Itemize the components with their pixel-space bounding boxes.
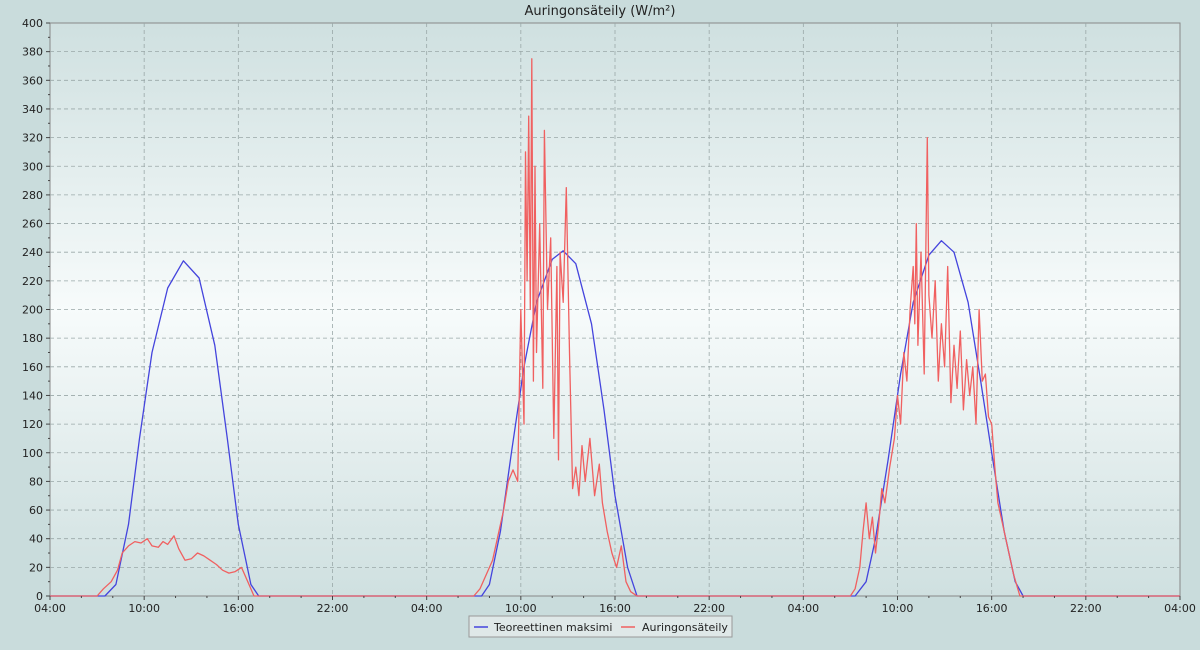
y-tick-label: 240 — [22, 246, 43, 259]
chart-title: Auringonsäteily (W/m²) — [525, 4, 676, 19]
y-tick-label: 220 — [22, 275, 43, 288]
y-tick-label: 380 — [22, 46, 43, 59]
y-tick-label: 180 — [22, 332, 43, 345]
y-tick-label: 300 — [22, 160, 43, 173]
y-tick-label: 80 — [29, 475, 43, 488]
series-layer — [50, 58, 1180, 597]
x-tick-label: 16:00 — [976, 602, 1008, 615]
legend: Teoreettinen maksimi Auringonsäteily — [468, 615, 733, 638]
x-tick-label: 04:00 — [787, 602, 819, 615]
legend-label-teoreettinen-maksimi: Teoreettinen maksimi — [493, 621, 612, 634]
x-tick-label: 22:00 — [693, 602, 725, 615]
axes: 0 20 40 60 80 100 120 140 160 180 200 220 240 260 280 3… — [22, 17, 1196, 615]
y-tick-label: 100 — [22, 447, 43, 460]
x-tick-label: 22:00 — [1070, 602, 1102, 615]
x-tick-label: 10:00 — [128, 602, 160, 615]
y-tick-label: 360 — [22, 74, 43, 87]
x-tick-label: 22:00 — [317, 602, 349, 615]
y-tick-label: 20 — [29, 561, 43, 574]
y-tick-label: 60 — [29, 504, 43, 517]
y-tick-label: 320 — [22, 132, 43, 145]
x-tick-label: 10:00 — [505, 602, 537, 615]
x-tick-label: 10:00 — [882, 602, 914, 615]
y-tick-label: 340 — [22, 103, 43, 116]
y-tick-label: 120 — [22, 418, 43, 431]
y-tick-label: 40 — [29, 533, 43, 546]
x-tick-label: 16:00 — [599, 602, 631, 615]
x-tick-label: 04:00 — [411, 602, 443, 615]
grid — [50, 23, 1180, 596]
x-tick-label: 16:00 — [222, 602, 254, 615]
y-tick-label: 260 — [22, 218, 43, 231]
series-line-auringonsateily — [50, 58, 1180, 597]
y-tick-label: 160 — [22, 361, 43, 374]
y-tick-label: 0 — [36, 590, 43, 603]
y-tick-label: 400 — [22, 17, 43, 30]
series-line-teoreettinen-maksimi — [50, 240, 1180, 597]
legend-label-auringonsateily: Auringonsäteily — [642, 621, 728, 634]
x-tick-label: 04:00 — [1164, 602, 1196, 615]
y-tick-label: 140 — [22, 389, 43, 402]
legend-box — [468, 615, 733, 638]
y-tick-label: 280 — [22, 189, 43, 202]
y-tick-label: 200 — [22, 304, 43, 317]
x-tick-label: 04:00 — [34, 602, 66, 615]
